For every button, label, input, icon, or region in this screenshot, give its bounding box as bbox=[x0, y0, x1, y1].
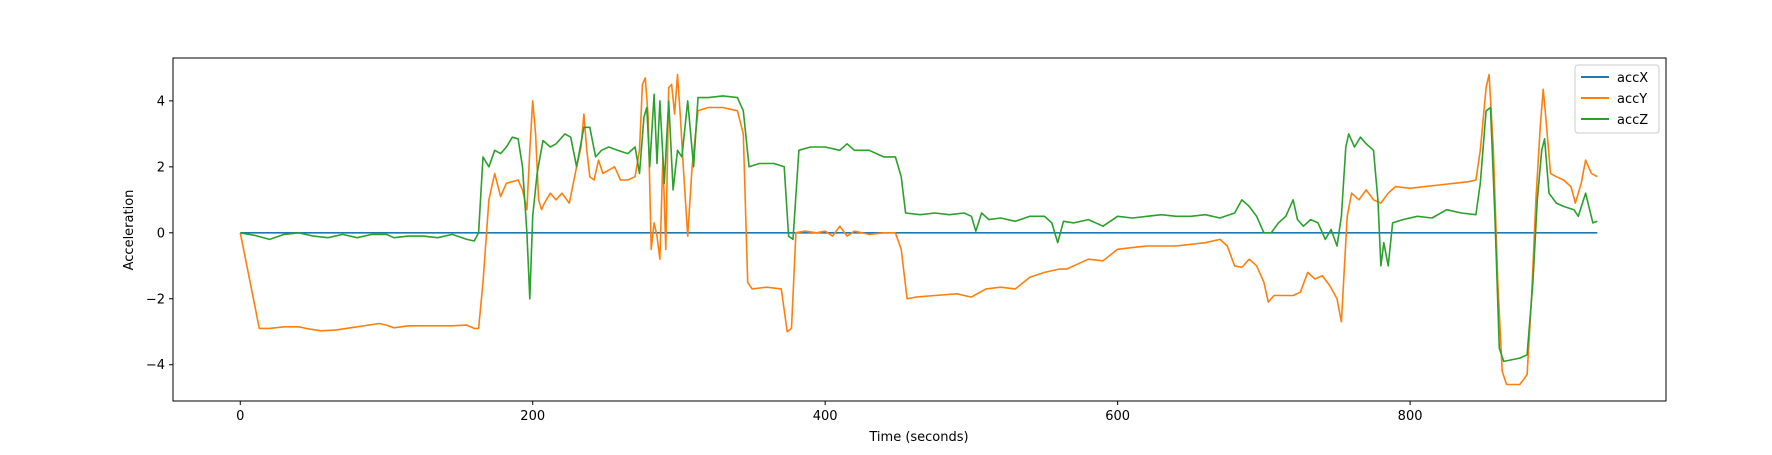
y-tick-label: −4 bbox=[146, 358, 165, 373]
x-tick-label: 600 bbox=[1105, 409, 1130, 424]
series-line-accZ bbox=[240, 93, 1598, 363]
series-layer bbox=[239, 73, 1598, 386]
x-axis-label: Time (seconds) bbox=[868, 430, 968, 445]
y-axis-ticks: −4 −2 0 2 4 bbox=[146, 94, 173, 373]
x-tick-label: 400 bbox=[813, 409, 838, 424]
y-axis-label: Acceleration bbox=[122, 190, 137, 271]
y-tick-label: 0 bbox=[157, 226, 165, 241]
series-line-accY bbox=[239, 73, 1598, 386]
plot-area-frame bbox=[172, 57, 1667, 402]
x-tick-label: 800 bbox=[1398, 409, 1423, 424]
y-tick-label: 2 bbox=[157, 160, 165, 175]
x-tick-label: 200 bbox=[520, 409, 545, 424]
x-axis-ticks: 0 200 400 600 800 bbox=[236, 401, 1423, 424]
legend-label-accZ: accZ bbox=[1617, 113, 1648, 128]
legend: accX accY accZ bbox=[1574, 64, 1660, 134]
legend-label-accY: accY bbox=[1617, 92, 1647, 107]
legend-label-accX: accX bbox=[1617, 71, 1648, 86]
legend-box bbox=[1574, 64, 1660, 134]
x-tick-label: 0 bbox=[236, 409, 244, 424]
y-tick-label: 4 bbox=[157, 94, 165, 109]
y-tick-label: −2 bbox=[146, 292, 165, 307]
